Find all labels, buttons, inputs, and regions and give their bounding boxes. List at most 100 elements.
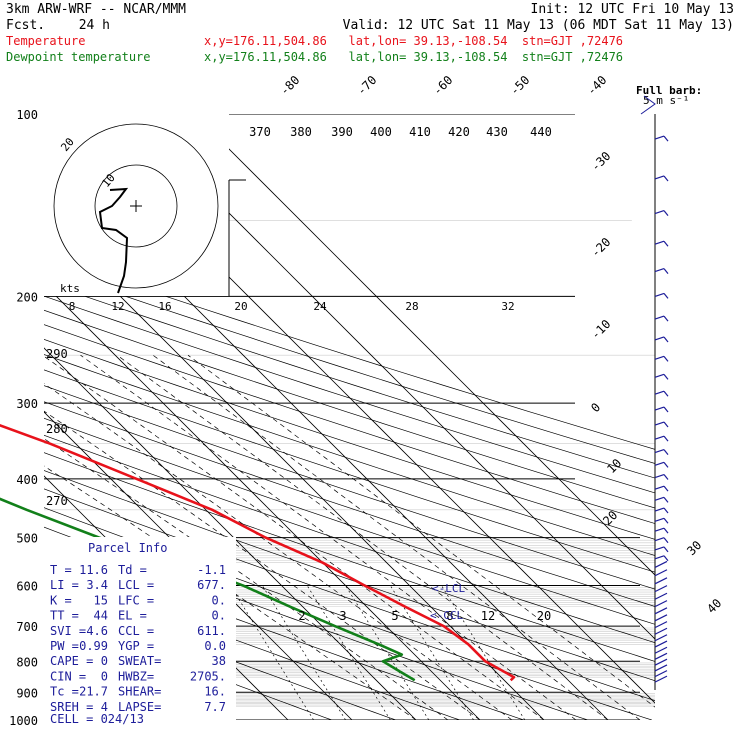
isotherm-label: 0 <box>588 400 603 415</box>
parcel-value: CCL = <box>118 624 154 638</box>
wind-barb <box>654 292 665 297</box>
pressure-label: 200 <box>16 290 38 304</box>
moist-adiabat <box>116 354 609 720</box>
mixing-ratio-line <box>306 585 391 720</box>
parcel-value: 11.6 <box>79 563 108 577</box>
isotherm-line <box>44 114 545 720</box>
wind-barb <box>654 449 665 454</box>
parcel-value: T = <box>50 563 72 577</box>
wind-barb <box>654 592 668 600</box>
theta-label: 420 <box>448 125 470 139</box>
wind-barb <box>654 373 665 378</box>
forecast-label: Fcst. <box>6 18 45 33</box>
theta-label: 370 <box>249 125 271 139</box>
moist-adiabat <box>152 354 641 720</box>
temperature-trace <box>0 423 516 682</box>
wind-barb <box>654 675 668 683</box>
dry-adiabat <box>44 114 655 720</box>
wind-barb <box>654 210 665 215</box>
parcel-value: 16. <box>204 685 226 699</box>
parcel-value: SVI = <box>50 624 86 638</box>
parcel-value: 0. <box>212 593 226 607</box>
parcel-value: 44 <box>94 609 108 623</box>
isotherm-line <box>44 114 417 720</box>
mixing-ratio-line <box>390 585 474 720</box>
isotherm-label: 40 <box>704 596 724 616</box>
forecast-hour: 24 h <box>79 18 110 33</box>
ccl-marker: <-CCL <box>430 609 463 622</box>
wind-barb <box>654 355 665 360</box>
isotherm-line <box>44 114 353 720</box>
profiles <box>0 423 516 682</box>
mixing-ratio-line <box>441 585 526 720</box>
pressure-label: 1000 <box>9 714 38 728</box>
parcel-value: YGP = <box>118 639 154 653</box>
isotherm-line <box>44 114 481 720</box>
parcel-value: CIN = <box>50 669 86 683</box>
dry-adiabat <box>44 114 460 720</box>
parcel-value: TT = <box>50 609 79 623</box>
wind-barb <box>654 240 665 245</box>
hodo-speed-label: 28 <box>405 300 418 313</box>
moist-adiabat <box>187 354 655 720</box>
hodo-speed-label: 20 <box>234 300 247 313</box>
parcel-value: SHEAR= <box>118 685 161 699</box>
mixing-ratio-line <box>262 585 346 720</box>
wind-barb <box>654 646 668 654</box>
wind-barb <box>654 569 668 577</box>
init-time: Init: 12 UTC Fri 10 May 13 <box>531 2 735 17</box>
theta-label: 400 <box>370 125 392 139</box>
isotherm-label: -10 <box>588 317 613 342</box>
moist-adiabat <box>44 354 545 720</box>
theta-e-label: 290 <box>46 347 68 361</box>
barb-legend-title: Full barb: <box>636 84 702 97</box>
wind-barb <box>654 175 665 180</box>
theta-label: 440 <box>530 125 552 139</box>
parcel-value: LFC = <box>118 593 154 607</box>
isotherm-label: -30 <box>588 149 613 174</box>
wind-barb <box>654 507 665 512</box>
pressure-label: 700 <box>16 620 38 634</box>
dry-adiabat <box>44 114 655 720</box>
moist-adiabat <box>44 354 513 720</box>
moist-adiabat <box>44 354 417 720</box>
isotherm-label: 10 <box>604 456 624 476</box>
wind-barb <box>654 585 668 593</box>
wind-barb <box>654 546 665 551</box>
hodo-ring <box>53 123 219 289</box>
parcel-value: 7.7 <box>204 700 226 714</box>
temperature-location: x,y=176.11,504.86 lat,lon= 39.13,-108.54… <box>204 34 623 48</box>
dry-adiabat <box>44 114 655 720</box>
hodograph-trace <box>98 187 129 294</box>
dry-adiabat <box>44 114 655 720</box>
dry-adiabat <box>44 114 655 720</box>
theta-label: 390 <box>331 125 353 139</box>
hodo-speed-label: 32 <box>501 300 514 313</box>
parcel-value: LCL = <box>118 578 154 592</box>
mixing-ratio-label: 20 <box>537 609 551 623</box>
parcel-value: Tc = <box>50 685 79 699</box>
dewpoint-trace <box>0 497 416 682</box>
pressure-label: 100 <box>16 108 38 122</box>
model-title: 3km ARW-WRF -- NCAR/MMM <box>6 2 186 17</box>
wind-barb <box>654 537 665 542</box>
parcel-value: 677. <box>197 578 226 592</box>
isotherm-label: -70 <box>354 73 379 98</box>
mixing-ratio-label: 8 <box>446 609 453 623</box>
dry-adiabat <box>44 114 396 720</box>
temperature-legend: Temperature <box>6 34 85 48</box>
parcel-value: 0.0 <box>204 639 226 653</box>
parcel-value: 15 <box>94 593 108 607</box>
moist-adiabat <box>44 354 481 720</box>
parcel-value: 0. <box>212 609 226 623</box>
hodo-speed-label: 24 <box>313 300 327 313</box>
isotherm-label: -80 <box>277 73 302 98</box>
wind-barb <box>654 607 668 615</box>
pressure-label: 500 <box>16 532 38 546</box>
wind-barb <box>654 461 665 466</box>
theta-label: 380 <box>290 125 312 139</box>
parcel-value: EL = <box>118 609 147 623</box>
dry-adiabat <box>44 114 655 720</box>
parcel-value: HWBZ= <box>118 669 154 683</box>
